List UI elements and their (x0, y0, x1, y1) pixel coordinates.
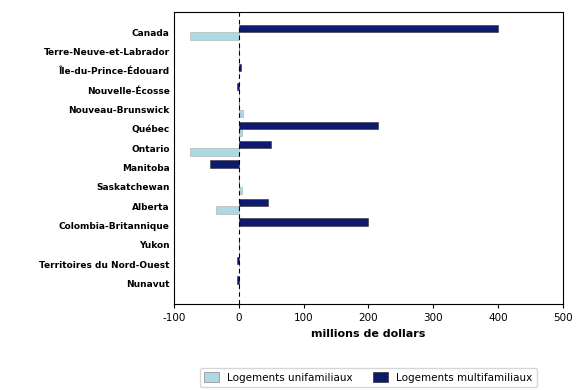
Bar (239, 25, 498, 32)
Bar (239, 122, 378, 129)
Bar (239, 129, 242, 136)
Bar (239, 187, 242, 194)
Bar (239, 218, 368, 225)
Bar (237, 276, 239, 284)
X-axis label: millions de dollars: millions de dollars (311, 329, 426, 339)
Bar (239, 110, 243, 117)
Bar (239, 141, 271, 148)
Bar (216, 206, 239, 214)
Bar (237, 83, 239, 90)
Bar (237, 257, 239, 264)
Bar (190, 148, 239, 156)
Bar (209, 160, 239, 168)
Bar (239, 199, 268, 206)
Bar (239, 64, 241, 71)
Bar (190, 32, 239, 40)
Legend: Logements unifamiliaux, Logements multifamiliaux: Logements unifamiliaux, Logements multif… (200, 368, 536, 387)
